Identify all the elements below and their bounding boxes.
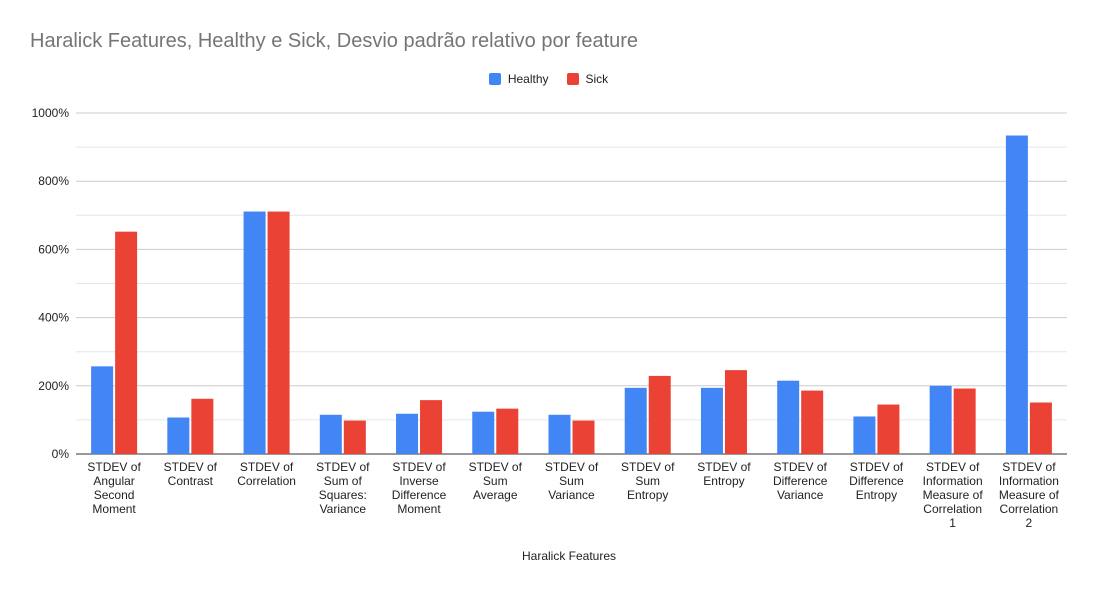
- y-tick-label: 0%: [52, 447, 70, 461]
- x-category-label: STDEV of Inverse Difference Moment: [392, 460, 447, 516]
- x-category-label: STDEV of Correlation: [237, 460, 296, 488]
- bar-sick[interactable]: [267, 211, 290, 454]
- y-tick-label: 1000%: [32, 106, 70, 120]
- x-category-label: STDEV of Entropy: [697, 460, 751, 488]
- bar-sick[interactable]: [191, 398, 214, 454]
- x-category-label: STDEV of Sum Variance: [545, 460, 599, 502]
- x-category-label: STDEV of Information Measure of Correlation…: [923, 460, 984, 530]
- bar-healthy[interactable]: [167, 417, 190, 454]
- bar-sick[interactable]: [648, 375, 671, 454]
- bar-healthy[interactable]: [624, 387, 647, 454]
- legend-label-healthy: Healthy: [507, 72, 549, 86]
- legend: Healthy Sick: [0, 72, 1097, 86]
- x-category-label: STDEV of Sum Average: [469, 460, 523, 502]
- bar-healthy[interactable]: [929, 385, 952, 454]
- x-category-label: STDEV of Contrast: [164, 460, 218, 488]
- bar-healthy[interactable]: [1005, 135, 1028, 455]
- bar-sick[interactable]: [724, 370, 747, 454]
- bars: [91, 135, 1052, 455]
- bar-sick[interactable]: [572, 420, 595, 454]
- bar-healthy[interactable]: [91, 366, 114, 454]
- legend-label-sick: Sick: [585, 72, 609, 86]
- x-category-label: STDEV of Sum of Squares: Variance: [316, 460, 370, 516]
- legend-swatch-sick: [566, 73, 579, 85]
- bar-sick[interactable]: [343, 420, 366, 454]
- legend-item-healthy[interactable]: Healthy: [488, 72, 549, 86]
- chart-title: Haralick Features, Healthy e Sick, Desvi…: [30, 30, 639, 52]
- bar-healthy[interactable]: [319, 414, 342, 454]
- x-category-label: STDEV of Difference Variance: [773, 460, 828, 502]
- bar-healthy[interactable]: [853, 416, 876, 454]
- bar-healthy[interactable]: [396, 413, 419, 454]
- y-axis-tick-labels: 0% 200% 400% 600% 800% 1000%: [32, 106, 70, 461]
- x-axis-category-labels: STDEV of Angular Second Moment STDEV of Contr…: [87, 460, 1059, 530]
- x-category-label: STDEV of Angular Second Moment: [87, 460, 141, 516]
- gridlines: [76, 112, 1067, 455]
- x-category-label: STDEV of Difference Entropy: [849, 460, 904, 502]
- bar-healthy[interactable]: [472, 411, 495, 454]
- bar-sick[interactable]: [1029, 402, 1052, 454]
- legend-swatch-healthy: [488, 73, 501, 85]
- y-tick-label: 400%: [38, 311, 69, 325]
- bar-healthy[interactable]: [700, 387, 723, 454]
- y-tick-label: 200%: [38, 379, 69, 393]
- bar-healthy[interactable]: [548, 414, 571, 454]
- bar-sick[interactable]: [801, 390, 824, 454]
- x-axis-title: Haralick Features: [522, 549, 616, 563]
- legend-item-sick[interactable]: Sick: [566, 72, 609, 86]
- bar-sick[interactable]: [953, 388, 976, 454]
- y-tick-label: 600%: [38, 242, 69, 256]
- bar-sick[interactable]: [420, 400, 443, 454]
- bar-sick[interactable]: [877, 404, 900, 454]
- bar-sick[interactable]: [115, 231, 138, 454]
- x-category-label: STDEV of Sum Entropy: [621, 460, 675, 502]
- bar-healthy[interactable]: [777, 380, 800, 454]
- bar-healthy[interactable]: [243, 211, 266, 454]
- bar-sick[interactable]: [496, 408, 519, 454]
- y-tick-label: 800%: [38, 174, 69, 188]
- x-category-label: STDEV of Information Measure of Correlation…: [999, 460, 1060, 530]
